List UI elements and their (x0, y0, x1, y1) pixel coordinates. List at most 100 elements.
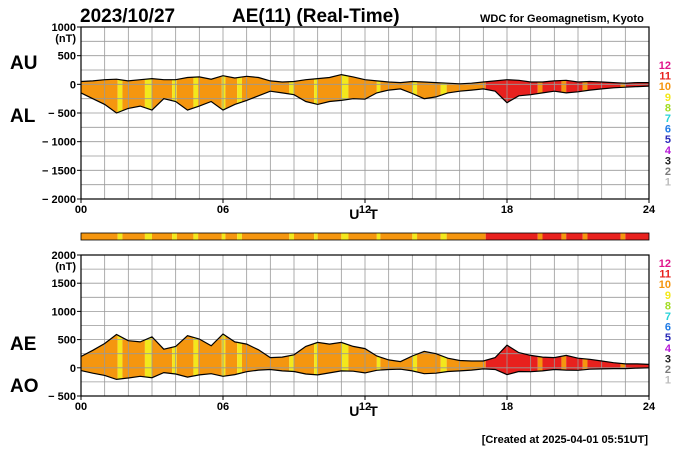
activity-level-2: 2 (665, 166, 671, 178)
chart-date: 2023/10/27 (80, 6, 175, 27)
au-al-panel: 1000 500 0 − 500 − 1000 − 1500 − 2000 (nT) 00 06 1… (10, 22, 656, 222)
x-tick-label: 18 (501, 204, 513, 216)
y-tick-label: − 1000 (42, 137, 76, 149)
chart-source: WDC for Geomagnetism, Kyoto (480, 13, 644, 25)
activity-band-segment (81, 233, 118, 240)
series-line-ae (80, 333, 650, 365)
lower-series-label: AL (10, 106, 36, 127)
activity-level-3: 3 (665, 155, 671, 167)
activity-fill-segment (117, 334, 123, 380)
activity-level-12: 12 (659, 258, 671, 270)
activity-band-segment (625, 233, 649, 240)
activity-band-segment (412, 233, 418, 240)
y-unit-label: (nT) (55, 261, 76, 273)
activity-fill-segment (144, 74, 152, 113)
y-tick-label: 1500 (52, 278, 76, 290)
activity-band-segment (566, 233, 583, 240)
activity-fill-segment (289, 334, 294, 380)
activity-fill-segment (412, 334, 418, 380)
activity-band-segment (485, 233, 538, 240)
x-tick-label: 18 (501, 401, 513, 413)
activity-fill-segment (341, 334, 349, 380)
activity-fill-segment (561, 334, 567, 380)
activity-fill-segment (314, 74, 318, 113)
activity-level-5: 5 (665, 134, 671, 146)
activity-band-segment (176, 233, 194, 240)
activity-band-segment (172, 233, 177, 240)
activity-level-2: 2 (665, 364, 671, 376)
y-tick-label: 500 (58, 51, 76, 63)
activity-fill-segment (221, 334, 226, 380)
activity-fill-segment (225, 74, 238, 113)
activity-fill-segment (221, 74, 226, 113)
activity-band-segment (237, 233, 242, 240)
y-tick-label: 500 (58, 335, 76, 347)
activity-level-1: 1 (665, 177, 671, 189)
activity-band-segment (117, 233, 123, 240)
x-tick-label: 00 (75, 401, 87, 413)
activity-band-frame (80, 232, 650, 241)
activity-fill-segment (237, 334, 242, 380)
x-tick-label: 12 (359, 204, 371, 216)
activity-band-segment (314, 233, 318, 240)
activity-band-segment (152, 233, 173, 240)
activity-band-segment (446, 233, 486, 240)
activity-level-10: 10 (659, 279, 671, 291)
activity-level-8: 8 (665, 102, 671, 114)
activity-band-segment (561, 233, 567, 240)
activity-level-7: 7 (665, 113, 671, 125)
activity-level-12: 12 (659, 60, 671, 72)
activity-fill-segment (412, 74, 418, 113)
activity-band-segment (317, 233, 342, 240)
activity-fill-segment (117, 74, 123, 113)
x-axis-label: U T (349, 403, 381, 419)
series-line-au (80, 73, 649, 85)
activity-fill-segment (193, 334, 199, 380)
activity-band-segment (193, 233, 199, 240)
upper-series-label: AE (10, 334, 36, 355)
y-tick-label: 0 (70, 79, 76, 91)
y-tick-label: − 500 (48, 108, 76, 120)
y-tick-label: − 2000 (42, 194, 76, 206)
y-tick-label: − 1500 (42, 165, 76, 177)
lower-series-label: AO (10, 376, 39, 397)
y-tick-label: − 500 (48, 391, 76, 403)
activity-band-segment (417, 233, 441, 240)
x-tick-label: 00 (75, 204, 87, 216)
activity-band (80, 232, 650, 241)
x-tick-label: 12 (359, 401, 371, 413)
activity-band-segment (198, 233, 222, 240)
activity-level-9: 9 (665, 92, 671, 104)
x-tick-label: 06 (217, 401, 229, 413)
activity-fill-segment (225, 334, 238, 380)
activity-band-segment (582, 233, 588, 240)
activity-band-segment (341, 233, 349, 240)
activity-band-segment (144, 233, 152, 240)
activity-level-11: 11 (659, 71, 671, 83)
activity-band-segment (440, 233, 447, 240)
activity-level-3: 3 (665, 353, 671, 365)
x-tick-label: 24 (643, 401, 656, 413)
series-line-ao (80, 367, 650, 381)
activity-level-10: 10 (659, 81, 671, 93)
activity-band-segment (221, 233, 226, 240)
activity-band-segment (122, 233, 145, 240)
activity-band-segment (542, 233, 562, 240)
x-axis-label: U T (349, 206, 381, 222)
series-line-al (80, 85, 650, 114)
x-tick-label: 24 (643, 204, 656, 216)
activity-level-6: 6 (665, 322, 671, 334)
ae-ao-panel: 2000 1500 1000 500 0 − 500 (nT) 00 06 12 18 24 U T AE… (10, 250, 656, 419)
activity-level-5: 5 (665, 332, 671, 344)
activity-band-segment (289, 233, 294, 240)
activity-fill-segment (237, 74, 242, 113)
activity-band-segment (380, 233, 413, 240)
x-tick-label: 06 (217, 204, 229, 216)
activity-fill-segment (341, 74, 349, 113)
activity-fill-segment (144, 334, 152, 380)
activity-fill-segment (193, 74, 199, 113)
activity-level-4: 4 (665, 145, 672, 157)
